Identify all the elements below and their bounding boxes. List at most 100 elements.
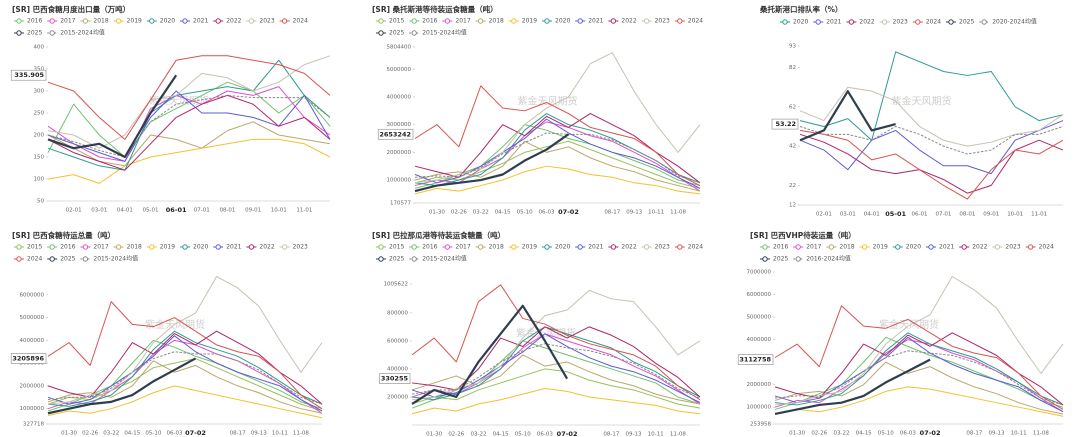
series-line (411, 304, 569, 405)
x-tick-label: 03-22 (470, 432, 486, 437)
current-value-box (379, 373, 411, 384)
x-tick-label: 08-01 (959, 212, 975, 218)
x-tick-label: 02-01 (816, 212, 832, 218)
legend-swatch (444, 18, 451, 24)
x-tick-label: 06-03 (537, 432, 553, 437)
legend-swatch (610, 18, 617, 24)
series-line (47, 339, 323, 412)
series-line (47, 138, 331, 184)
series-line (799, 133, 1064, 194)
y-tick-label: 3000000 (387, 122, 412, 128)
legend-label: 2017 (93, 244, 108, 251)
current-value-box (377, 128, 414, 140)
y-tick-label: 5804400 (387, 45, 412, 51)
y-tick-label: 62 (789, 104, 796, 110)
legend-label: 2025 (27, 30, 42, 37)
series-line (411, 343, 701, 399)
legend-label: 2020 (793, 19, 808, 26)
x-tick-label: 06-03 (900, 431, 916, 437)
x-tick-label: 11-08 (293, 431, 309, 437)
legend-swatch (411, 30, 417, 36)
legend-label: 2018 (489, 244, 504, 251)
current-value: 2653242 (379, 130, 411, 138)
series-line (799, 51, 1064, 141)
legend-label: 2021 (226, 244, 241, 251)
x-tick-label: 01-30 (789, 431, 805, 437)
legend-label: 2015 (27, 244, 42, 251)
series-line (411, 284, 701, 401)
legend-swatch (215, 244, 221, 250)
legend-swatch (149, 18, 155, 24)
legend-swatch (610, 244, 617, 250)
y-tick-label: 4000000 (20, 338, 45, 344)
y-tick-label: 22 (789, 183, 796, 189)
legend-label: 2018 (127, 244, 142, 251)
series-line (47, 94, 331, 171)
x-tick-label: 03-22 (833, 431, 849, 437)
legend-swatch (815, 19, 821, 25)
legend-label: 2019 (522, 18, 537, 25)
series-line (411, 354, 701, 405)
legend-label: 2015-2024均值 (93, 255, 138, 263)
watermark: 紫金天风期货 (892, 95, 952, 108)
legend-label: 2020 (160, 18, 175, 25)
series-line (47, 339, 323, 414)
series-line (799, 90, 896, 142)
legend-label: 2024 (688, 18, 703, 25)
x-tick-label: 04-15 (495, 210, 511, 216)
current-value: 53.22 (775, 120, 796, 128)
y-tick-label: 200 (34, 133, 45, 139)
y-tick-label: 200000 (387, 394, 408, 400)
x-tick-label: 05-10 (145, 431, 161, 437)
series-line (774, 332, 1064, 406)
x-tick-label: 08-17 (230, 431, 246, 437)
y-tick-label: 170577 (390, 201, 411, 207)
x-tick-label: 05-01 (885, 210, 906, 218)
legend-label: 2018 (489, 18, 504, 25)
chart-title: [SR] 巴西食糖月度出口量（万吨） (12, 4, 130, 14)
legend-swatch (82, 18, 89, 24)
legend-swatch (477, 244, 484, 250)
x-tick-label: 01-30 (61, 431, 77, 437)
series-line (774, 358, 931, 416)
x-tick-label: 02-26 (811, 431, 827, 437)
legend-swatch (411, 18, 417, 24)
y-tick-label: 1005622 (384, 282, 409, 288)
legend-label: 2017 (455, 18, 470, 25)
watermark: 紫金天风期货 (518, 95, 578, 108)
x-tick-label: 09-01 (983, 212, 999, 218)
y-tick-label: 250 (34, 111, 45, 117)
legend-swatch (281, 18, 288, 24)
legend-swatch (981, 19, 987, 25)
y-tick-label: 7000000 (747, 270, 772, 276)
x-tick-label: 06-01 (912, 212, 928, 218)
x-tick-label: 02-01 (66, 208, 82, 214)
series-line (47, 55, 331, 149)
legend-label: 2022 (226, 18, 241, 25)
x-tick-label: 10-11 (1011, 431, 1027, 437)
x-tick-label: 06-03 (166, 431, 182, 437)
x-tick-label: 04-15 (856, 431, 872, 437)
current-value-box (10, 353, 47, 364)
series-line (799, 125, 1064, 155)
x-tick-label: 05-01 (143, 208, 159, 214)
chart-title: [SR] 桑托斯港等待装运食糖量（吨） (372, 4, 498, 14)
legend-swatch (411, 256, 417, 262)
legend-label: 2024 (926, 19, 941, 26)
legend-swatch (82, 256, 89, 262)
legend-swatch (577, 18, 583, 24)
legend-label: 2024 (27, 256, 42, 263)
x-tick-label: 04-15 (124, 431, 140, 437)
series-line (414, 121, 701, 192)
watermark: 紫金天风期货 (516, 326, 576, 339)
chart-title: [SR] 巴西VHP待装运量（吨） (750, 230, 856, 240)
series-line (47, 330, 323, 407)
legend-swatch (948, 19, 954, 25)
current-value: 3205896 (12, 354, 44, 362)
legend-swatch (16, 30, 22, 36)
chart-title: [SR] 巴拉那瓜港等待装运食糖量（吨） (372, 230, 505, 240)
series-line (47, 385, 323, 419)
x-tick-label: 10-11 (648, 210, 664, 216)
legend-label: 2023 (893, 19, 908, 26)
series-line (414, 52, 701, 184)
